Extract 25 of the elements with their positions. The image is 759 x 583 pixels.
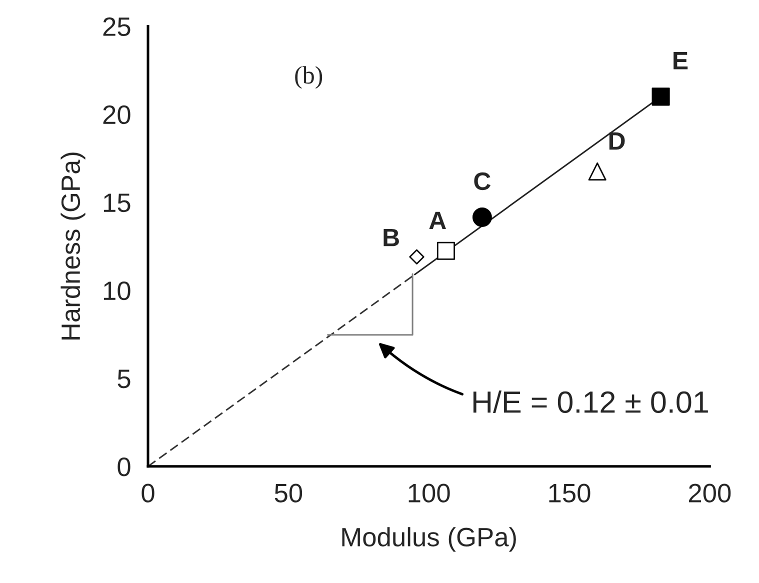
y-tick-label: 10: [104, 281, 130, 300]
y-axis-title: Hardness (GPa): [60, 152, 86, 340]
x-tick-label: 0: [142, 484, 154, 502]
x-axis-title: Modulus (GPa): [342, 527, 516, 552]
x-tick-label: 150: [549, 484, 590, 502]
y-tick-label: 0: [118, 458, 130, 476]
y-tick-label: 15: [104, 194, 130, 212]
x-tick-label: 50: [274, 484, 302, 502]
point: [436, 242, 455, 260]
annotation: A: [429, 212, 446, 230]
annotation: D: [609, 132, 625, 150]
point: [652, 88, 670, 106]
point: [472, 208, 492, 227]
annotation: B: [384, 228, 399, 246]
point: [588, 162, 606, 181]
y-tick-label: 25: [103, 17, 130, 36]
annotation: H/E = 0.12 ± 0.01: [473, 390, 708, 413]
annotation: E: [674, 52, 688, 70]
x-tick-label: 100: [408, 484, 450, 502]
point: [409, 249, 424, 264]
y-tick-label: 20: [103, 105, 130, 124]
annotation: C: [474, 172, 491, 190]
annotation: (b): [295, 66, 322, 89]
x-tick-label: 200: [688, 484, 731, 502]
y-tick-label: 5: [118, 370, 130, 388]
